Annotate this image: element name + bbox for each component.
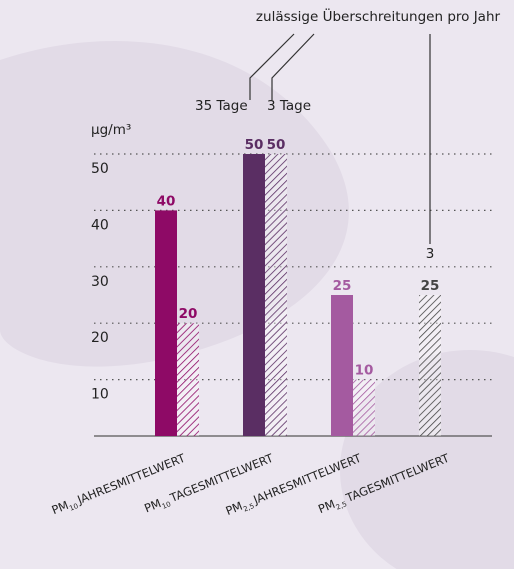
- annotations: zulässige Überschreitungen pro Jahr 35 T…: [91, 7, 501, 262]
- category-pm: PM: [50, 498, 71, 517]
- bar-solid: [243, 154, 265, 436]
- y-tick-label: 30: [91, 274, 109, 290]
- y-tick-label: 50: [91, 161, 109, 177]
- y-axis-ticks: 10 20 30 40 50: [91, 161, 109, 403]
- bar-value-label: 40: [157, 193, 176, 209]
- annotation-title: zulässige Überschreitungen pro Jahr: [256, 7, 501, 25]
- y-tick-label: 20: [91, 330, 109, 346]
- bar-value-label: 25: [421, 278, 440, 294]
- bar-value-label: 50: [245, 137, 264, 153]
- bar-value-label: 10: [355, 363, 374, 379]
- bar-hatched: [177, 323, 199, 436]
- annotation-3-days: 3 Tage: [267, 98, 311, 114]
- bar-value-label: 25: [333, 278, 352, 294]
- y-axis-unit: µg/m³: [91, 122, 131, 138]
- bar-solid: [155, 210, 177, 436]
- category-pm: PM: [224, 499, 245, 518]
- annotation-leader-line: [249, 33, 295, 100]
- category-subscript: 2,5: [335, 500, 348, 512]
- bars: [155, 154, 441, 436]
- bar-solid: [331, 295, 353, 436]
- category-subscript: 10: [68, 502, 79, 513]
- bar-value-label: 50: [267, 137, 286, 153]
- value-labels: 40 20 50 50 25 10 25: [157, 137, 440, 379]
- category-pm: PM: [142, 496, 163, 515]
- category-subscript: 2,5: [242, 502, 255, 514]
- category-subscript: 10: [161, 500, 172, 511]
- y-tick-label: 40: [91, 217, 109, 233]
- background-blob: [340, 350, 514, 569]
- bar-value-label: 20: [179, 306, 198, 322]
- bar-hatched: [265, 154, 287, 436]
- annotation-35-days: 35 Tage: [195, 98, 248, 114]
- y-tick-label: 10: [91, 387, 109, 403]
- bar-hatched: [353, 379, 375, 436]
- category-pm: PM: [316, 497, 337, 516]
- bar-hatched: [419, 295, 441, 436]
- annotation-leader-line: [271, 33, 315, 100]
- annotation-3-exceedances: 3: [426, 246, 435, 262]
